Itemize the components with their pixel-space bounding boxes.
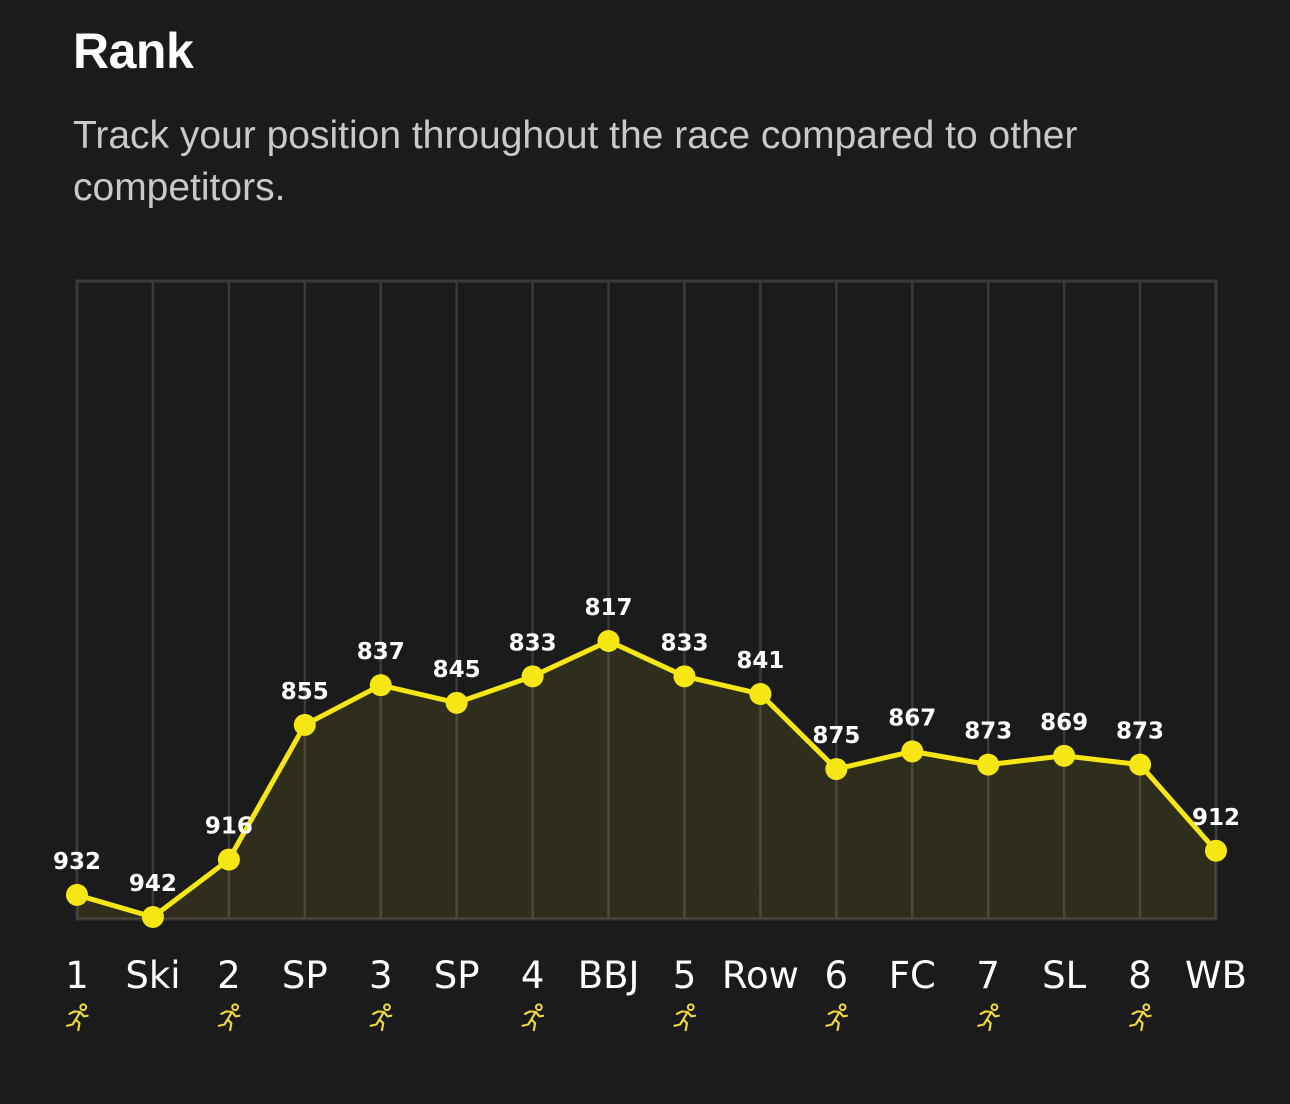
data-label: 833 <box>660 630 708 656</box>
run-icons <box>65 1003 1152 1032</box>
page-title: Rank <box>73 23 194 79</box>
run-icon <box>217 1003 241 1032</box>
data-label: 873 <box>1116 719 1164 745</box>
rank-area-fill <box>77 641 1216 919</box>
data-label: 845 <box>433 657 481 683</box>
run-icon <box>65 1003 89 1032</box>
rank-value-labels: 932 942 916 855 837 845 833 817 833 841 875 867 873 8… <box>53 595 1240 897</box>
data-label: 817 <box>585 595 633 621</box>
data-point <box>445 691 468 714</box>
data-point <box>1053 744 1076 767</box>
run-icon <box>369 1003 393 1032</box>
data-label: 841 <box>736 648 784 674</box>
data-label: 942 <box>129 871 177 897</box>
run-icon <box>977 1003 1000 1032</box>
data-point <box>141 906 164 928</box>
data-label: 833 <box>509 630 557 656</box>
run-icon <box>673 1003 697 1032</box>
data-label: 837 <box>357 639 405 665</box>
data-label: 855 <box>281 679 329 705</box>
data-point <box>977 753 1000 776</box>
x-axis-label: SP <box>434 954 480 997</box>
x-axis-label: WB <box>1185 954 1247 997</box>
data-label: 932 <box>53 849 101 875</box>
page-subtitle: Track your position throughout the race … <box>73 114 1078 209</box>
data-point <box>369 674 392 697</box>
x-axis-label: SP <box>282 954 328 997</box>
x-axis-labels: 1 Ski 2 SP 3 SP 4 BBJ 5 Row 6 FC 7 SL 8 WB <box>65 954 1247 997</box>
data-label: 867 <box>888 705 936 731</box>
data-point <box>293 713 316 736</box>
data-point <box>521 665 544 688</box>
x-axis-label: 2 <box>217 954 241 997</box>
run-icon <box>825 1003 849 1032</box>
data-point <box>673 665 696 688</box>
data-label: 873 <box>964 719 1012 745</box>
x-axis-label: Row <box>722 954 799 997</box>
data-label: 869 <box>1040 710 1088 736</box>
rank-line <box>74 638 1219 920</box>
data-point <box>901 740 924 763</box>
data-label: 916 <box>205 814 253 840</box>
x-axis-label: 5 <box>673 954 697 997</box>
data-label: 875 <box>812 723 860 749</box>
x-axis-label: FC <box>889 954 936 997</box>
data-label: 912 <box>1192 805 1240 831</box>
x-axis-label: BBJ <box>578 954 640 997</box>
data-point <box>597 630 620 652</box>
run-icon <box>1129 1003 1152 1032</box>
data-point <box>217 848 240 871</box>
x-axis-label: 7 <box>976 954 1000 997</box>
run-icon <box>521 1003 545 1032</box>
rank-markers <box>66 630 1227 928</box>
x-axis-label: 3 <box>369 954 393 997</box>
data-point <box>66 883 88 906</box>
x-axis-label: Ski <box>125 954 180 997</box>
x-axis-label: 6 <box>825 954 849 997</box>
data-point <box>1205 839 1227 862</box>
data-point <box>1129 753 1152 776</box>
x-axis-label: 1 <box>65 954 89 997</box>
x-axis-label: 8 <box>1128 954 1152 997</box>
data-point <box>825 758 848 781</box>
x-axis-label: 4 <box>521 954 545 997</box>
x-axis-label: SL <box>1042 954 1086 997</box>
data-point <box>749 682 772 705</box>
